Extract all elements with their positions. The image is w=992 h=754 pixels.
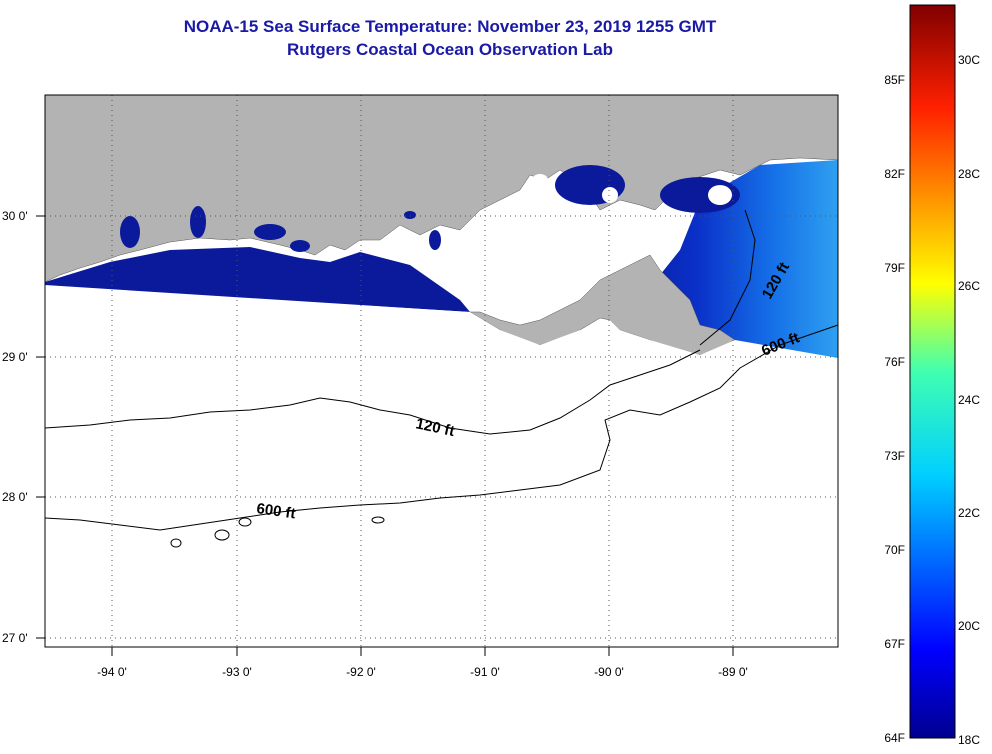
lake bbox=[120, 216, 140, 248]
lon-tick-label: -91 0' bbox=[470, 665, 500, 679]
lake bbox=[429, 230, 441, 250]
colorbar-f-label: 70F bbox=[884, 543, 905, 557]
colorbar-f-label: 64F bbox=[884, 731, 905, 745]
lat-tick-label: 29 0' bbox=[2, 350, 28, 364]
map-subtitle: Rutgers Coastal Ocean Observation Lab bbox=[287, 40, 613, 59]
contour-120ft bbox=[44, 349, 701, 435]
colorbar-f-label: 82F bbox=[884, 167, 905, 181]
contour-ring bbox=[214, 529, 230, 541]
lat-tick-label: 27 0' bbox=[2, 631, 28, 645]
lon-tick-label: -90 0' bbox=[594, 665, 624, 679]
colorbar-f-label: 85F bbox=[884, 73, 905, 87]
colorbar-c-label: 28C bbox=[958, 167, 980, 181]
no-data-patch bbox=[567, 236, 587, 260]
lon-tick-label: -92 0' bbox=[346, 665, 376, 679]
coastal-water bbox=[45, 247, 470, 312]
map-title: NOAA-15 Sea Surface Temperature: Novembe… bbox=[183, 17, 717, 36]
lat-tick-label: 30 0' bbox=[2, 209, 28, 223]
lake bbox=[290, 240, 310, 252]
lake bbox=[254, 224, 286, 240]
contour-120ft-east bbox=[699, 209, 756, 346]
colorbar-f-labels: 85F 82F 79F 76F 73F 70F 67F 64F bbox=[884, 73, 905, 745]
lon-tick-label: -89 0' bbox=[718, 665, 748, 679]
colorbar bbox=[909, 4, 956, 739]
bathymetry-contours bbox=[44, 209, 839, 548]
colorbar-c-label: 18C bbox=[958, 733, 980, 747]
colorbar-f-label: 76F bbox=[884, 355, 905, 369]
lon-tick-label: -93 0' bbox=[222, 665, 252, 679]
colorbar-f-label: 67F bbox=[884, 637, 905, 651]
lat-tick-label: 28 0' bbox=[2, 490, 28, 504]
contour-label-600ft: 600 ft bbox=[255, 500, 296, 522]
colorbar-f-label: 79F bbox=[884, 261, 905, 275]
colorbar-c-label: 24C bbox=[958, 393, 980, 407]
colorbar-c-labels: 30C 28C 26C 24C 22C 20C 18C bbox=[958, 53, 980, 747]
grid-lines bbox=[45, 95, 838, 647]
no-data-patch bbox=[532, 174, 548, 186]
axis-ticks bbox=[36, 215, 734, 656]
no-data-patch bbox=[708, 185, 732, 205]
colorbar-c-label: 20C bbox=[958, 619, 980, 633]
colorbar-c-label: 22C bbox=[958, 506, 980, 520]
lon-tick-label: -94 0' bbox=[97, 665, 127, 679]
contour-600ft bbox=[44, 324, 839, 531]
colorbar-c-label: 30C bbox=[958, 53, 980, 67]
lake bbox=[404, 211, 416, 219]
map-frame bbox=[44, 94, 839, 648]
contour-ring bbox=[238, 517, 252, 527]
no-data-patch bbox=[602, 187, 618, 203]
colorbar-c-label: 26C bbox=[958, 279, 980, 293]
lake bbox=[190, 206, 206, 238]
contour-ring bbox=[371, 516, 385, 524]
no-data-area bbox=[45, 286, 838, 647]
contour-ring bbox=[170, 538, 182, 548]
colorbar-f-label: 73F bbox=[884, 449, 905, 463]
